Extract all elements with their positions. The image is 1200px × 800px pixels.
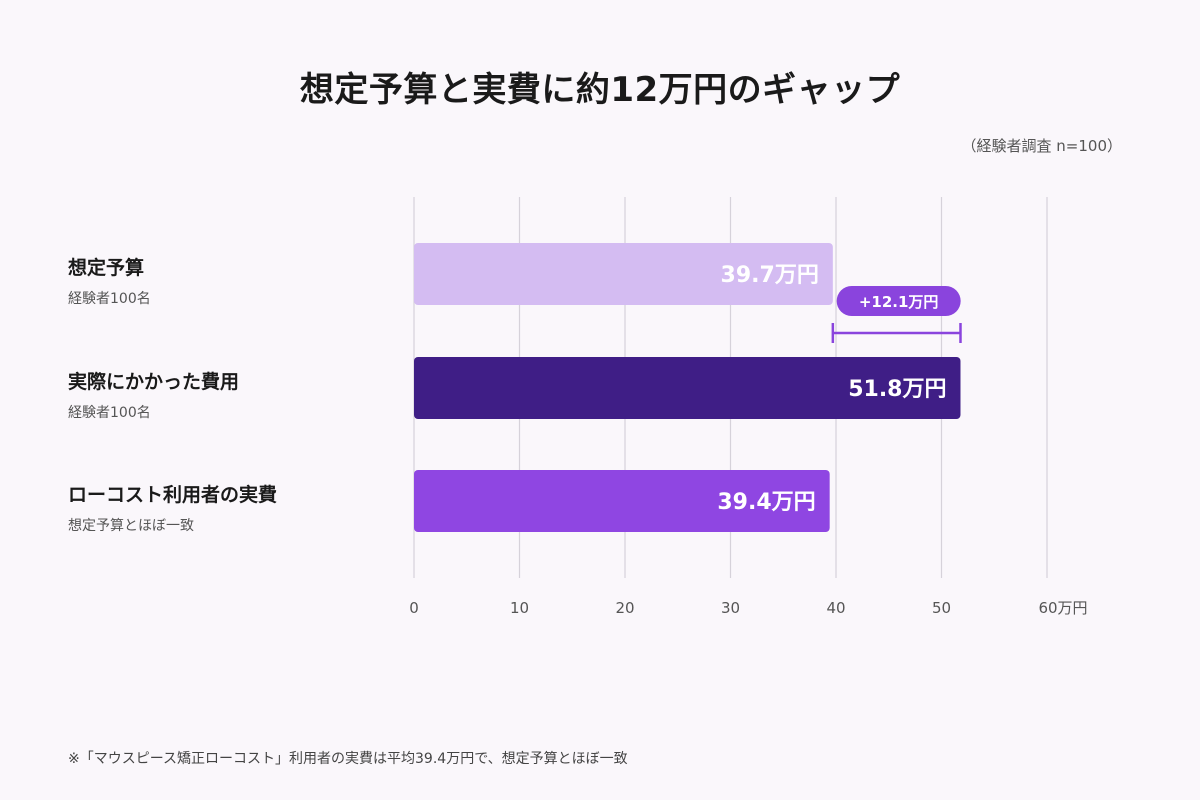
x-tick-label: 50 — [932, 599, 951, 617]
category-sublabel: 経験者100名 — [68, 291, 151, 307]
bar — [414, 470, 830, 532]
gap-badge-label: +12.1万円 — [859, 293, 939, 311]
footnote: ※「マウスピース矯正ローコスト」利用者の実費は平均39.4万円で、想定予算とほぼ… — [68, 751, 628, 767]
bar-value-label: 39.7万円 — [721, 263, 819, 288]
category-label: ローコスト利用者の実費 — [68, 483, 277, 506]
gap-annotation: +12.1万円 — [831, 286, 962, 343]
x-tick-label: 30 — [721, 599, 740, 617]
x-tick-label: 10 — [510, 599, 529, 617]
category-sublabel: 想定予算とほぼ一致 — [68, 518, 194, 534]
category-sublabel: 経験者100名 — [68, 405, 151, 421]
category-label: 実際にかかった費用 — [68, 370, 239, 393]
x-tick-label: 0 — [409, 599, 419, 617]
x-tick-label: 40 — [826, 599, 845, 617]
bar — [414, 357, 961, 419]
category-labels: 想定予算経験者100名実際にかかった費用経験者100名ローコスト利用者の実費想定… — [68, 256, 277, 534]
bar — [414, 243, 833, 305]
gap-badge — [836, 286, 961, 316]
x-axis-ticks: 0 10 20 30 40 50 60万円 — [409, 599, 1087, 617]
x-tick-label: 20 — [615, 599, 634, 617]
bar-value-label: 51.8万円 — [848, 377, 946, 402]
survey-note: （経験者調査 n=100） — [961, 137, 1122, 155]
x-tick-label: 60万円 — [1038, 599, 1087, 617]
chart-title: 想定予算と実費に約12万円のギャップ — [299, 70, 901, 110]
bars: 39.7万円 51.8万円 39.4万円 — [414, 243, 961, 532]
category-label: 想定予算 — [68, 256, 144, 279]
bar-value-label: 39.4万円 — [717, 490, 815, 515]
